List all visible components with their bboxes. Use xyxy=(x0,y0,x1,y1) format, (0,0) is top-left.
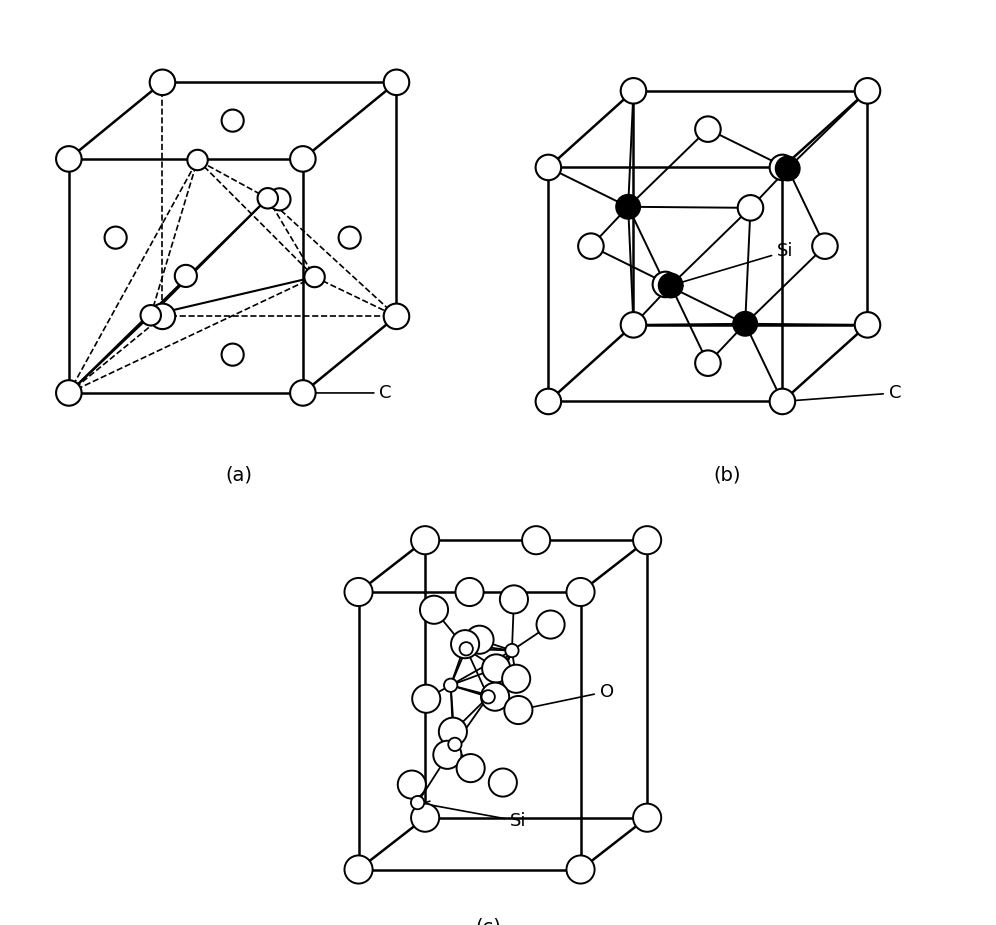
Circle shape xyxy=(481,690,495,704)
Circle shape xyxy=(411,796,424,809)
Circle shape xyxy=(339,227,361,249)
Circle shape xyxy=(621,312,646,338)
Circle shape xyxy=(444,679,457,692)
Text: O: O xyxy=(523,683,614,711)
Circle shape xyxy=(733,312,757,336)
Circle shape xyxy=(56,380,82,406)
Text: (c): (c) xyxy=(475,918,501,925)
Circle shape xyxy=(536,154,561,180)
Circle shape xyxy=(439,718,467,746)
Circle shape xyxy=(652,272,678,297)
Circle shape xyxy=(567,856,595,883)
Text: C: C xyxy=(787,384,901,404)
Circle shape xyxy=(536,388,561,414)
Circle shape xyxy=(489,769,517,796)
Circle shape xyxy=(459,642,473,656)
Circle shape xyxy=(345,856,373,883)
Circle shape xyxy=(290,380,316,406)
Text: Si: Si xyxy=(675,242,794,286)
Circle shape xyxy=(149,303,175,329)
Circle shape xyxy=(500,586,528,613)
Circle shape xyxy=(345,578,373,606)
Circle shape xyxy=(522,526,550,554)
Circle shape xyxy=(621,78,646,104)
Circle shape xyxy=(505,644,519,657)
Circle shape xyxy=(268,189,291,210)
Circle shape xyxy=(770,388,795,414)
Circle shape xyxy=(502,665,530,693)
Circle shape xyxy=(56,146,82,172)
Circle shape xyxy=(504,696,533,724)
Circle shape xyxy=(451,630,479,659)
Circle shape xyxy=(465,625,494,654)
Circle shape xyxy=(537,610,565,638)
Text: (b): (b) xyxy=(713,465,741,485)
Circle shape xyxy=(187,150,208,170)
Circle shape xyxy=(855,312,880,338)
Circle shape xyxy=(695,117,721,142)
Circle shape xyxy=(567,578,595,606)
Circle shape xyxy=(383,303,409,329)
Circle shape xyxy=(448,738,461,751)
Circle shape xyxy=(633,804,661,832)
Circle shape xyxy=(174,265,197,287)
Circle shape xyxy=(305,266,325,287)
Circle shape xyxy=(258,188,278,208)
Circle shape xyxy=(695,351,721,376)
Circle shape xyxy=(855,78,880,104)
Circle shape xyxy=(221,109,244,131)
Circle shape xyxy=(290,146,316,172)
Circle shape xyxy=(149,69,175,95)
Circle shape xyxy=(397,771,426,798)
Circle shape xyxy=(738,195,763,220)
Circle shape xyxy=(411,804,439,832)
Circle shape xyxy=(140,305,161,326)
Circle shape xyxy=(411,526,439,554)
Circle shape xyxy=(658,274,682,298)
Circle shape xyxy=(456,754,485,783)
Circle shape xyxy=(481,683,509,710)
Text: C: C xyxy=(308,384,392,402)
Text: (a): (a) xyxy=(225,465,253,485)
Circle shape xyxy=(412,684,440,713)
Circle shape xyxy=(482,654,510,683)
Circle shape xyxy=(420,596,448,623)
Circle shape xyxy=(383,69,409,95)
Circle shape xyxy=(776,156,800,180)
Circle shape xyxy=(221,343,244,365)
Circle shape xyxy=(812,233,838,259)
Circle shape xyxy=(617,195,640,218)
Circle shape xyxy=(578,233,604,259)
Circle shape xyxy=(433,741,461,769)
Text: Si: Si xyxy=(422,801,527,830)
Circle shape xyxy=(633,526,661,554)
Circle shape xyxy=(105,227,126,249)
Circle shape xyxy=(770,154,795,180)
Circle shape xyxy=(455,578,484,606)
